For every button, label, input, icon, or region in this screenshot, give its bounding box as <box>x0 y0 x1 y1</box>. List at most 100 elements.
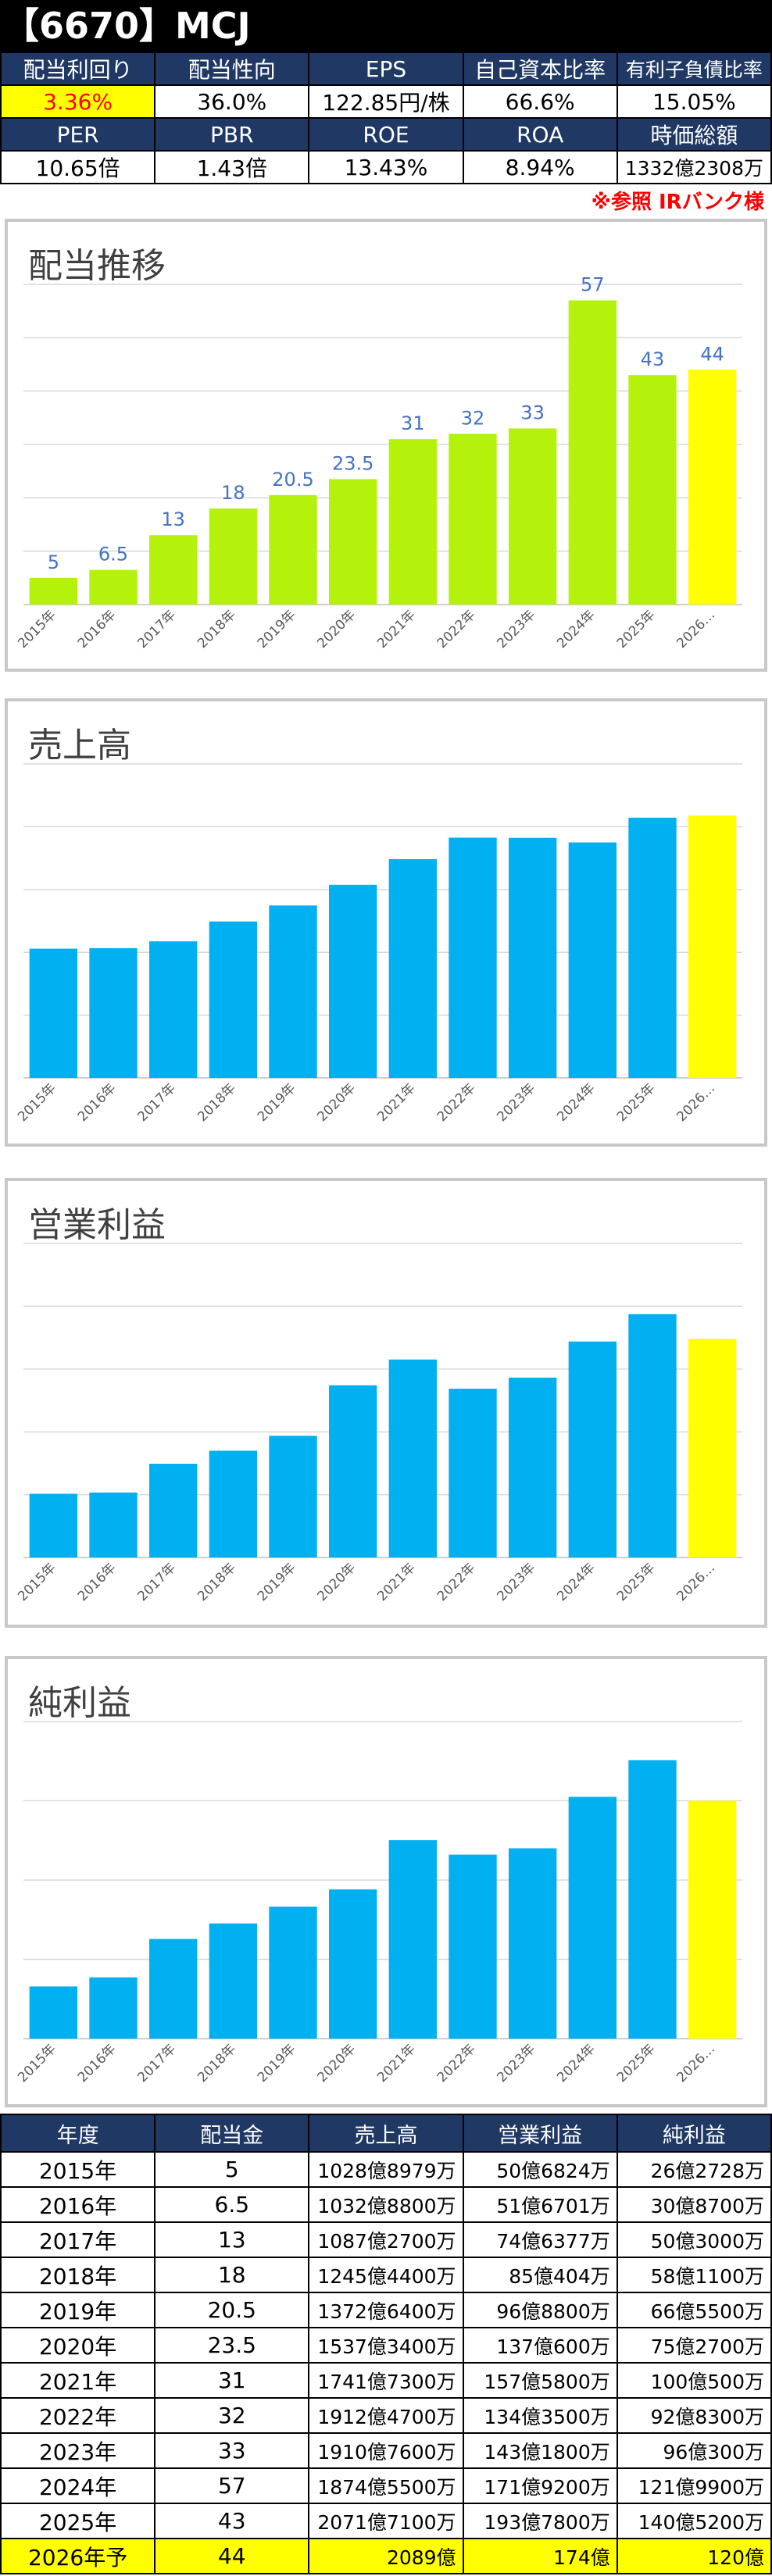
metric-label: 配当利回り <box>0 52 156 86</box>
bar-2025年 <box>628 817 677 1078</box>
bar-2022年 <box>449 433 497 605</box>
table-row: 2022年 32 1912億4700万 134億3500万 92億8300万 <box>0 2397 772 2434</box>
bar-2025年 <box>628 1760 677 2039</box>
tick-label: 2026… <box>674 1560 718 1604</box>
data-label: 43 <box>641 348 665 370</box>
table-cell: 143億1800万 <box>462 2432 618 2469</box>
table-cell: 174億 <box>462 2538 618 2574</box>
net-profit-chart: 2015年 2016年 2017年 2018年 2019年 2020年 2021年 2022年… <box>15 1721 742 2085</box>
table-cell: 1912億4700万 <box>308 2397 464 2434</box>
bar-2019年 <box>269 905 317 1078</box>
table-cell: 1372億6400万 <box>308 2292 464 2328</box>
table-cell: 2071億7100万 <box>308 2503 464 2539</box>
bar-2024年 <box>568 1341 617 1557</box>
tick-label: 2018年 <box>195 1080 239 1125</box>
chart-title: 売上高 <box>28 726 131 765</box>
table-cell: 51億6701万 <box>462 2186 618 2223</box>
dividend-chart-panel: 配当推移 5 2015年 6.5 2016年 13 2017年 18 2018年 20.5 201… <box>5 219 767 672</box>
bar-2020年 <box>329 479 377 605</box>
table-cell: 75億2700万 <box>616 2327 772 2364</box>
equity-ratio-value: 66.6% <box>462 84 618 119</box>
table-cell: 2022年 <box>0 2397 156 2434</box>
roe-value: 13.43% <box>308 150 464 184</box>
tick-label: 2025年 <box>614 2041 659 2085</box>
tick-label: 2018年 <box>195 1560 239 1604</box>
table-cell: 171億9200万 <box>462 2467 618 2504</box>
data-label: 13 <box>161 508 185 530</box>
tick-label: 2016年 <box>75 1080 120 1125</box>
metric-label: 時価総額 <box>616 117 772 152</box>
bar-2026… <box>688 815 737 1078</box>
table-row: 2015年 5 1028億8979万 50億6824万 26億2728万 <box>0 2151 772 2188</box>
tick-label: 2016年 <box>75 1560 120 1604</box>
bar-2021年 <box>388 858 437 1078</box>
table-cell: 193億7800万 <box>462 2503 618 2539</box>
metrics-header-row-2: PER PBR ROE ROA 時価総額 <box>0 117 772 152</box>
tick-label: 2018年 <box>195 607 239 651</box>
tick-label: 2019年 <box>255 2041 299 2085</box>
tick-label: 2023年 <box>494 1080 538 1125</box>
table-cell: 1910億7600万 <box>308 2432 464 2469</box>
table-cell: 96億8800万 <box>462 2292 618 2328</box>
data-label: 32 <box>461 407 485 429</box>
bar-2020年 <box>329 1385 377 1557</box>
table-cell: 1537億3400万 <box>308 2327 464 2364</box>
table-cell: 121億9900万 <box>616 2467 772 2504</box>
table-cell: 1087億2700万 <box>308 2221 464 2258</box>
bar-2016年 <box>89 1977 138 2039</box>
tick-label: 2026… <box>674 2041 718 2085</box>
bar-2016年 <box>89 1492 138 1557</box>
tick-label: 2016年 <box>75 2041 120 2085</box>
payout-ratio-value: 36.0% <box>154 84 310 119</box>
tick-label: 2022年 <box>434 607 479 651</box>
metric-label: ROA <box>462 117 618 152</box>
tick-label: 2019年 <box>255 1560 299 1604</box>
market-cap-value: 1332億2308万 <box>616 150 772 184</box>
column-header: 配当金 <box>154 2114 310 2153</box>
operating-profit-chart: 2015年 2016年 2017年 2018年 2019年 2020年 2021年 2022年… <box>15 1243 742 1604</box>
tick-label: 2022年 <box>434 1560 479 1604</box>
table-cell: 33 <box>154 2432 310 2469</box>
data-label: 33 <box>520 402 545 424</box>
bar-2018年 <box>209 508 257 605</box>
tick-label: 2020年 <box>314 1080 359 1125</box>
table-cell: 1874億5500万 <box>308 2467 464 2504</box>
metric-label: ROE <box>308 117 464 152</box>
chart-title: 純利益 <box>28 1683 131 1723</box>
table-cell: 100億500万 <box>616 2362 772 2399</box>
bar-2019年 <box>269 494 317 605</box>
bar-2017年 <box>149 535 198 605</box>
bar-2015年 <box>29 948 77 1078</box>
tick-label: 2022年 <box>434 2041 479 2085</box>
bar-2022年 <box>449 837 497 1078</box>
financial-table-header: 年度 配当金 売上高 営業利益 純利益 <box>0 2114 772 2153</box>
tick-label: 2017年 <box>134 607 179 651</box>
sales-chart: 2015年 2016年 2017年 2018年 2019年 2020年 2021年 2022年… <box>15 763 742 1125</box>
tick-label: 2024年 <box>554 1560 599 1604</box>
table-cell: 2020年 <box>0 2327 156 2364</box>
tick-label: 2023年 <box>494 607 538 651</box>
table-cell: 50億3000万 <box>616 2221 772 2258</box>
debt-ratio-value: 15.05% <box>616 84 772 119</box>
table-row: 2016年 6.5 1032億8800万 51億6701万 30億8700万 <box>0 2186 772 2223</box>
tick-label: 2015年 <box>15 2041 59 2085</box>
table-cell: 50億6824万 <box>462 2151 618 2188</box>
tick-label: 2025年 <box>614 607 659 651</box>
tick-label: 2024年 <box>554 2041 599 2085</box>
bar-2021年 <box>388 1359 437 1557</box>
chart-title: 営業利益 <box>28 1205 166 1245</box>
tick-label: 2023年 <box>494 2041 538 2085</box>
bar-2016年 <box>89 569 138 605</box>
metrics-value-row-1: 3.36% 36.0% 122.85円/株 66.6% 15.05% <box>0 84 772 119</box>
sales-chart-panel: 売上高 2015年 2016年 2017年 2018年 2019年 2020年 2021年 2… <box>5 698 767 1147</box>
tick-label: 2015年 <box>15 1080 59 1125</box>
table-cell: 120億 <box>616 2538 772 2574</box>
table-cell: 2024年 <box>0 2467 156 2504</box>
data-label: 31 <box>401 412 425 434</box>
table-row: 2020年 23.5 1537億3400万 137億600万 75億2700万 <box>0 2327 772 2364</box>
table-cell: 20.5 <box>154 2292 310 2328</box>
table-cell: 2017年 <box>0 2221 156 2258</box>
bar-2021年 <box>388 439 437 605</box>
bar-2024年 <box>568 1796 617 2039</box>
tick-label: 2017年 <box>134 1080 179 1125</box>
